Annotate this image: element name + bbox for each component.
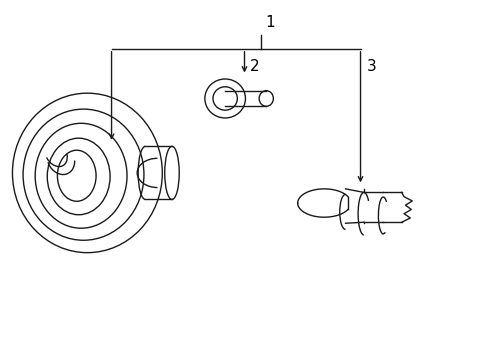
Text: 1: 1 bbox=[265, 15, 274, 30]
Text: 2: 2 bbox=[250, 59, 260, 74]
Text: 3: 3 bbox=[366, 59, 375, 74]
